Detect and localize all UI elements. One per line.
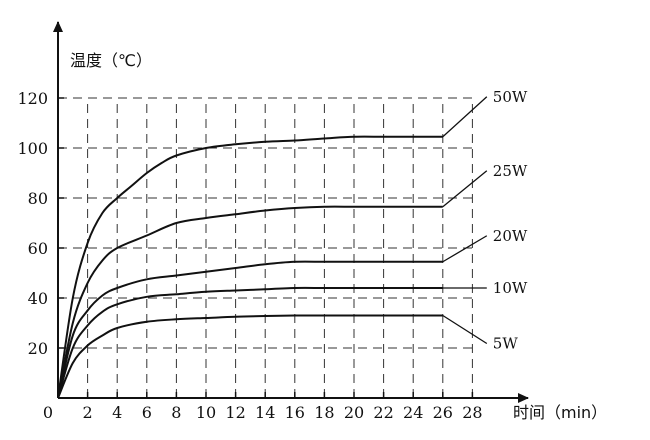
x-tick-label: 28 <box>462 403 482 422</box>
x-tick-label: 12 <box>225 403 245 422</box>
x-tick-label: 16 <box>285 403 305 422</box>
y-tick-label: 120 <box>17 89 48 108</box>
series-label-5w: 5W <box>493 335 519 353</box>
series-leader-line <box>442 170 488 208</box>
y-axis-title: 温度（℃） <box>70 51 152 70</box>
x-tick-label: 14 <box>255 403 275 422</box>
series-line-5w <box>57 314 443 399</box>
series-line-50w <box>57 135 443 399</box>
x-tick-label: 8 <box>171 403 181 422</box>
x-tick-label: 20 <box>344 403 364 422</box>
x-tick-label: 24 <box>403 403 423 422</box>
x-tick-label: 2 <box>83 403 93 422</box>
y-tick-label: 20 <box>28 339 48 358</box>
series-leader-line <box>442 96 488 138</box>
x-tick-label: 4 <box>112 403 122 422</box>
series-lines <box>57 135 443 399</box>
series-line-20w <box>57 260 443 399</box>
series-line-25w <box>57 205 443 399</box>
series-label-25w: 25W <box>493 162 528 180</box>
y-tick-label: 40 <box>28 289 48 308</box>
x-tick-label: 26 <box>433 403 453 422</box>
x-tick-label: 22 <box>373 403 393 422</box>
x-tick-label: 18 <box>314 403 334 422</box>
series-label-10w: 10W <box>493 279 528 297</box>
series-leader-line <box>442 235 488 263</box>
series-line-10w <box>57 286 443 399</box>
x-tick-label: 6 <box>142 403 152 422</box>
series-label-50w: 50W <box>493 88 528 106</box>
y-tick-label: 100 <box>17 139 48 158</box>
series-label-20w: 20W <box>493 227 528 245</box>
y-tick-label: 80 <box>28 189 48 208</box>
series-leader-line <box>442 314 488 345</box>
grid <box>58 97 473 398</box>
series-labels: 50W 25W 20W 10W 5W <box>442 88 528 353</box>
x-axis-title: 时间（min） <box>513 403 607 422</box>
y-tick-label: 60 <box>28 239 48 258</box>
x-tick-label: 10 <box>196 403 216 422</box>
x-tick-label: 0 <box>43 403 53 422</box>
axes <box>53 21 529 403</box>
